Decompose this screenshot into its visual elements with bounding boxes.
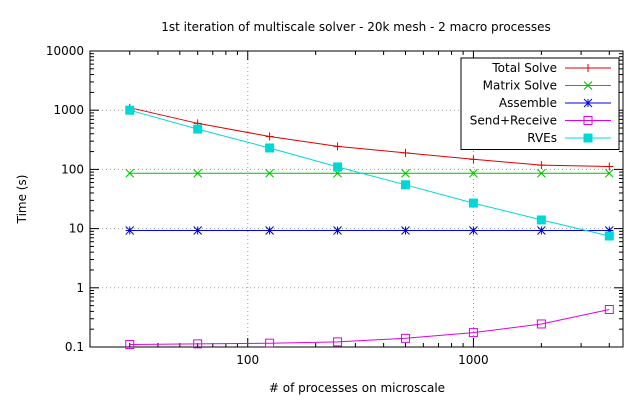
- y-tick-label: 10: [69, 222, 84, 236]
- point-marker-star: [469, 226, 478, 235]
- point-marker-plus: [401, 148, 410, 157]
- point-marker-plus: [265, 132, 274, 141]
- chart-title: 1st iteration of multiscale solver - 20k…: [161, 20, 551, 34]
- point-marker-filled-square: [583, 133, 593, 143]
- point-marker-filled-square: [400, 180, 410, 190]
- point-marker-plus: [469, 155, 478, 164]
- point-marker-star: [401, 226, 410, 235]
- y-tick-label: 100: [61, 162, 84, 176]
- point-marker-star: [537, 226, 546, 235]
- point-marker-cross: [583, 81, 593, 90]
- series-line: [129, 107, 610, 167]
- series-matrix-solve: [125, 168, 614, 178]
- plot-frame: [89, 50, 624, 348]
- point-marker-filled-square: [468, 198, 478, 208]
- point-marker-open-square: [333, 337, 343, 347]
- point-marker-star: [583, 98, 593, 108]
- point-marker-open-square: [604, 304, 614, 314]
- series-rves: [125, 105, 614, 241]
- point-marker-cross: [537, 168, 546, 178]
- point-marker-cross: [401, 168, 410, 178]
- legend-item: Assemble: [499, 96, 611, 110]
- point-marker-open-square: [193, 339, 203, 349]
- legend-box: [460, 57, 620, 150]
- point-marker-cross: [193, 168, 203, 178]
- legend: Total Solve Matrix Solve Assemble Send+Rece…: [460, 57, 620, 150]
- legend-label: Assemble: [499, 96, 557, 110]
- y-tick-label: 1: [76, 281, 84, 295]
- point-marker-cross: [469, 168, 478, 178]
- point-marker-open-square: [583, 116, 593, 125]
- x-tick-label: 100: [236, 353, 259, 367]
- legend-label: RVEs: [527, 131, 557, 145]
- legend-label: Send+Receive: [470, 114, 557, 128]
- point-marker-filled-square: [125, 105, 135, 115]
- y-tick-label: 1000: [53, 103, 84, 117]
- y-tick-label: 10000: [46, 44, 84, 58]
- point-marker-open-square: [468, 328, 478, 338]
- legend-item: RVEs: [527, 131, 611, 145]
- series-layer: [125, 103, 614, 350]
- series-assemble: [125, 226, 614, 235]
- legend-item: Total Solve: [491, 61, 611, 75]
- point-marker-open-square: [125, 340, 135, 350]
- series-total-solve: [125, 103, 614, 171]
- series-line: [129, 109, 610, 237]
- point-marker-filled-square: [193, 124, 203, 134]
- x-axis-label: # of processes on microscale: [269, 381, 445, 395]
- point-marker-filled-square: [265, 143, 275, 153]
- point-marker-star: [333, 226, 342, 235]
- point-marker-cross: [125, 168, 135, 178]
- series-line: [129, 309, 610, 345]
- legend-label: Total Solve: [491, 61, 557, 75]
- point-marker-open-square: [265, 338, 275, 348]
- y-tick-label: 0.1: [65, 340, 84, 354]
- point-marker-plus: [333, 142, 342, 151]
- series-send-receive: [125, 304, 614, 350]
- legend-item: Send+Receive: [470, 114, 611, 128]
- point-marker-star: [193, 226, 203, 235]
- point-marker-plus: [537, 161, 546, 170]
- point-marker-cross: [604, 168, 614, 178]
- point-marker-filled-square: [333, 162, 343, 172]
- point-marker-star: [125, 226, 135, 235]
- point-marker-cross: [265, 168, 274, 178]
- point-marker-star: [604, 226, 614, 235]
- point-marker-plus: [584, 64, 592, 72]
- point-marker-star: [265, 226, 274, 235]
- point-marker-open-square: [400, 333, 410, 343]
- point-marker-open-square: [536, 319, 546, 329]
- legend-label: Matrix Solve: [483, 79, 557, 93]
- point-marker-plus: [605, 162, 614, 171]
- point-marker-filled-square: [604, 231, 614, 241]
- x-tick-label: 1000: [458, 353, 489, 367]
- legend-item: Matrix Solve: [483, 79, 611, 93]
- axis-ticks: 0.1 1 10 100 1000 10000 100 1000: [46, 44, 623, 367]
- point-marker-filled-square: [536, 215, 546, 225]
- y-axis-label: Time (s): [15, 175, 29, 225]
